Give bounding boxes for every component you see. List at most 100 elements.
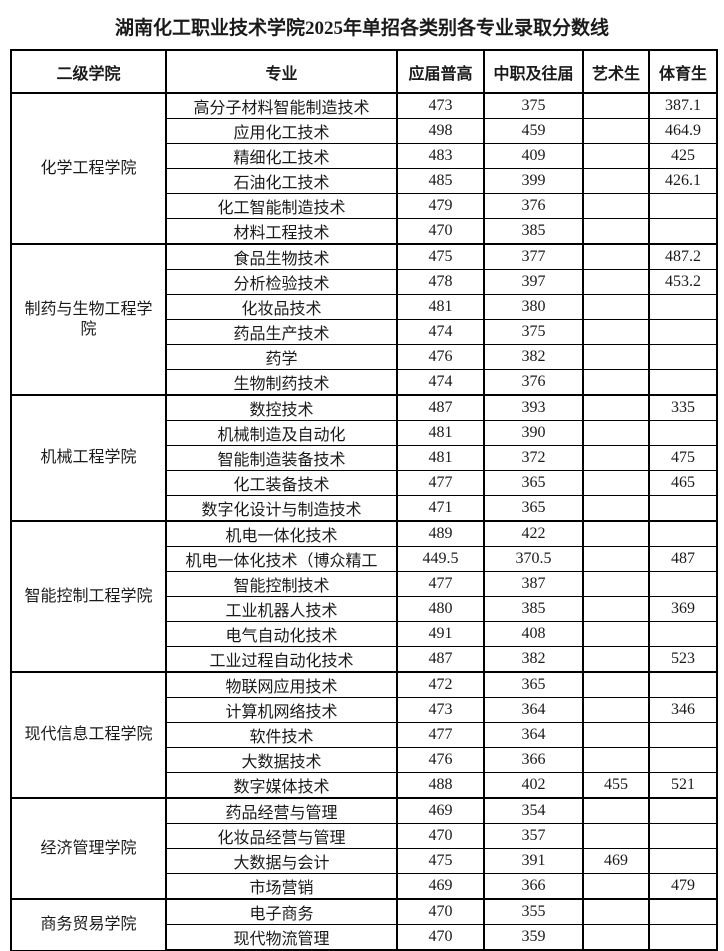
score-cell-sports: 475 (648, 445, 718, 471)
table-row: 药品生产技术 474 375 (11, 319, 718, 345)
score-cell-sports: 487.2 (648, 243, 718, 270)
column-header-art: 艺术生 (582, 49, 650, 94)
major-cell: 材料工程技术 (165, 218, 398, 245)
score-cell-vocational: 390 (483, 420, 584, 446)
score-cell-regular: 472 (396, 671, 485, 698)
score-cell-sports: 464.9 (648, 118, 718, 144)
score-cell-sports: 387.1 (648, 92, 718, 119)
score-cell-sports: 426.1 (648, 168, 718, 194)
score-cell-sports (648, 218, 718, 245)
college-cell: 现代信息工程学院 (10, 671, 167, 799)
table-row: 制药与生物工程学院 食品生物技术 475 377 487.2 (10, 243, 718, 396)
score-cell-sports (648, 344, 718, 370)
score-cell-art (582, 571, 650, 597)
score-cell-vocational: 387 (483, 571, 584, 597)
score-cell-art (582, 168, 650, 194)
score-cell-vocational: 366 (483, 747, 584, 773)
score-cell-sports (648, 520, 718, 547)
score-cell-regular: 491 (396, 621, 485, 647)
score-cell-art (582, 520, 650, 547)
table-row: 应用化工技术 498 459 464.9 (11, 118, 718, 144)
score-cell-sports (648, 722, 718, 748)
score-cell-vocational: 376 (483, 193, 584, 219)
score-cell-art (582, 344, 650, 370)
score-cell-art (582, 873, 650, 900)
major-cell: 物联网应用技术 (165, 671, 398, 698)
table-row: 机械制造及自动化 481 390 (11, 420, 718, 446)
score-cell-regular: 488 (396, 772, 485, 799)
score-cell-art (582, 319, 650, 345)
score-cell-regular: 481 (396, 445, 485, 471)
table-row: 大数据技术 476 366 (11, 747, 718, 773)
major-cell: 生物制药技术 (165, 369, 398, 396)
score-cell-vocational: 391 (483, 848, 584, 874)
score-cell-sports: 453.2 (648, 269, 718, 295)
score-cell-sports: 335 (648, 394, 718, 421)
score-cell-sports: 521 (648, 772, 718, 799)
score-cell-art (582, 546, 650, 572)
score-cell-art (582, 218, 650, 245)
score-cell-art (582, 369, 650, 396)
column-header-vocational: 中职及往届 (483, 49, 584, 94)
table-row: 计算机网络技术 473 364 346 (11, 697, 718, 723)
score-cell-sports (648, 898, 718, 925)
page-title: 湖南化工职业技术学院2025年单招各类别各专业录取分数线 (114, 18, 609, 39)
table-row: 化学工程学院 高分子材料智能制造技术 473 375 387.1 (10, 92, 718, 245)
college-cell: 化学工程学院 (10, 92, 167, 245)
major-cell: 工业过程自动化技术 (165, 646, 398, 673)
score-cell-regular: 498 (396, 118, 485, 144)
table-row: 经济管理学院 药品经营与管理 469 354 (10, 797, 718, 900)
score-cell-vocational: 364 (483, 697, 584, 723)
score-cell-vocational: 397 (483, 269, 584, 295)
major-cell: 药品经营与管理 (165, 797, 398, 824)
score-cell-art (582, 394, 650, 421)
major-cell: 药品生产技术 (165, 319, 398, 345)
score-cell-vocational: 365 (483, 470, 584, 496)
major-cell: 大数据技术 (165, 747, 398, 773)
score-cell-regular: 473 (396, 92, 485, 119)
college-cell: 智能控制工程学院 (10, 520, 167, 673)
college-cell: 制药与生物工程学院 (10, 243, 167, 396)
score-cell-regular: 476 (396, 344, 485, 370)
score-cell-vocational: 385 (483, 218, 584, 245)
table-row: 精细化工技术 483 409 425 (11, 143, 718, 169)
score-cell-art (582, 722, 650, 748)
table-row: 软件技术 477 364 (11, 722, 718, 748)
score-cell-vocational: 382 (483, 344, 584, 370)
score-cell-regular: 481 (396, 294, 485, 320)
major-cell: 精细化工技术 (165, 143, 398, 169)
major-cell: 电子商务 (165, 898, 398, 925)
score-cell-sports (648, 823, 718, 849)
table-row: 材料工程技术 470 385 (11, 218, 718, 245)
score-cell-sports (648, 747, 718, 773)
college-cell: 商务贸易学院 (10, 898, 167, 951)
score-cell-art (582, 92, 650, 119)
table-row: 商务贸易学院 电子商务 470 355 (10, 898, 718, 951)
table-row: 分析检验技术 478 397 453.2 (11, 269, 718, 295)
score-cell-regular: 480 (396, 596, 485, 622)
score-cell-vocational: 355 (483, 898, 584, 925)
major-cell: 高分子材料智能制造技术 (165, 92, 398, 119)
score-cell-regular: 475 (396, 848, 485, 874)
score-cell-art (582, 294, 650, 320)
score-cell-regular: 469 (396, 797, 485, 824)
score-cell-regular: 449.5 (396, 546, 485, 572)
score-cell-vocational: 399 (483, 168, 584, 194)
major-cell: 机械制造及自动化 (165, 420, 398, 446)
score-cell-regular: 473 (396, 697, 485, 723)
table-row: 机电一体化技术（博众精工 449.5 370.5 487 (11, 546, 718, 572)
major-cell: 应用化工技术 (165, 118, 398, 144)
score-cell-regular: 469 (396, 873, 485, 900)
major-cell: 数控技术 (165, 394, 398, 421)
score-cell-regular: 485 (396, 168, 485, 194)
major-cell: 现代物流管理 (165, 924, 398, 951)
score-cell-vocational: 365 (483, 495, 584, 522)
score-cell-art (582, 898, 650, 925)
score-cell-art (582, 420, 650, 446)
score-cell-vocational: 402 (483, 772, 584, 799)
score-cell-art (582, 143, 650, 169)
score-cell-art (582, 671, 650, 698)
column-header-major: 专业 (165, 49, 398, 94)
score-cell-vocational: 372 (483, 445, 584, 471)
score-cell-art (582, 697, 650, 723)
